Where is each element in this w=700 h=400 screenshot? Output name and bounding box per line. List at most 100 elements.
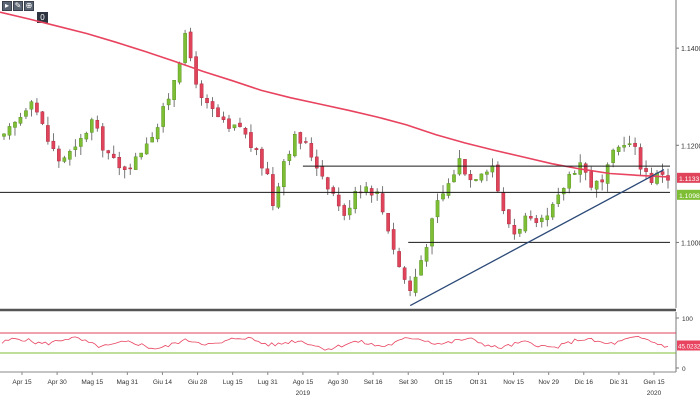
candle-body xyxy=(413,276,418,293)
candle-body xyxy=(84,132,89,140)
cursor-icon[interactable]: ▸ xyxy=(2,1,12,11)
time-tick-label: Giu 14 xyxy=(153,379,173,386)
price-label-box xyxy=(677,172,700,183)
candle-body xyxy=(452,174,456,183)
candle-body xyxy=(194,56,198,85)
candle-body xyxy=(29,101,34,110)
candle-body xyxy=(534,218,539,223)
candle-body xyxy=(265,168,270,175)
candle-body xyxy=(18,117,23,124)
candle-body xyxy=(293,134,297,157)
candle-body xyxy=(589,171,593,188)
candle-body xyxy=(479,173,484,181)
candle-body xyxy=(232,124,237,129)
time-tick-label: Set 16 xyxy=(364,379,383,386)
candle-body xyxy=(638,147,643,170)
candle-body xyxy=(501,192,506,212)
candle-body xyxy=(304,141,308,143)
candle-body xyxy=(7,126,12,136)
time-tick-label: Nov 15 xyxy=(503,379,524,386)
candle-body xyxy=(183,33,187,63)
year-label: 2020 xyxy=(647,390,662,397)
candle-body xyxy=(485,171,489,175)
candle-body xyxy=(556,194,561,205)
candle-body xyxy=(24,110,28,117)
candle-body xyxy=(622,145,626,148)
candle-body xyxy=(254,148,259,151)
candle-body xyxy=(150,137,154,143)
time-tick-label: Gen 15 xyxy=(643,379,665,386)
zoom-icon[interactable]: ⊕ xyxy=(24,1,34,11)
osc-value-text: 45.0232 xyxy=(678,343,700,350)
candle-body xyxy=(227,118,231,129)
candle-body xyxy=(199,83,204,98)
candle-body xyxy=(95,120,100,129)
candle-body xyxy=(90,119,94,133)
candle-body xyxy=(205,98,209,104)
candle-body xyxy=(364,186,368,193)
candle-body xyxy=(2,133,6,137)
candle-body xyxy=(572,173,577,175)
pencil-icon[interactable]: ✎ xyxy=(13,1,23,11)
oscillator-line xyxy=(1,335,669,351)
candle-body xyxy=(627,143,632,145)
candle-body xyxy=(523,215,528,232)
candle-body xyxy=(567,173,572,189)
time-tick-label: Ago 30 xyxy=(328,379,349,386)
candlestick-series xyxy=(2,27,670,297)
candle-body xyxy=(238,122,242,127)
candle-body xyxy=(529,216,533,219)
candle-body xyxy=(380,193,385,213)
candle-body xyxy=(583,163,588,173)
moving-average-line xyxy=(0,11,669,178)
candle-body xyxy=(309,143,314,158)
candle-body xyxy=(369,188,374,196)
candle-body xyxy=(660,171,665,175)
candle-body xyxy=(644,168,648,172)
candle-body xyxy=(161,106,165,127)
price-label-box xyxy=(677,189,700,200)
candle-body xyxy=(144,143,149,155)
drawing-count-badge: 0 xyxy=(37,12,48,23)
time-tick-label: Ago 15 xyxy=(293,379,314,386)
price-tick-label: 1.1200 xyxy=(681,143,700,150)
time-tick-label: Mag 15 xyxy=(81,379,103,386)
moving-average-layer xyxy=(0,11,669,178)
candle-body xyxy=(397,251,401,268)
candle-body xyxy=(325,177,330,190)
candle-body xyxy=(649,172,654,183)
candle-body xyxy=(216,107,220,118)
candle-body xyxy=(111,153,116,158)
price-label-text: 1.1133 xyxy=(679,176,700,183)
candle-body xyxy=(353,191,358,210)
candle-body xyxy=(342,205,347,216)
candle-body xyxy=(666,175,670,181)
candle-body xyxy=(106,150,111,154)
candle-body xyxy=(166,98,171,106)
candle-body xyxy=(46,125,50,142)
oscillator-panel: 100 0 45.0232 xyxy=(0,312,700,373)
candle-body xyxy=(496,164,500,192)
candle-body xyxy=(62,157,67,162)
candle-body xyxy=(550,204,555,218)
candle-body xyxy=(594,180,599,190)
candle-body xyxy=(13,121,17,128)
time-tick-label: Ott 15 xyxy=(434,379,452,386)
candle-body xyxy=(320,166,325,177)
year-label: 2019 xyxy=(296,390,311,397)
candle-body xyxy=(402,267,407,280)
candle-body xyxy=(100,126,105,151)
candle-body xyxy=(133,156,138,170)
candle-body xyxy=(243,128,248,135)
candle-body xyxy=(561,188,566,195)
candle-body xyxy=(271,174,275,206)
candle-body xyxy=(424,247,429,262)
candle-body xyxy=(117,157,122,169)
candle-body xyxy=(122,166,127,170)
time-tick-label: Dic 16 xyxy=(575,379,594,386)
candle-body xyxy=(177,62,182,83)
time-axis: Apr 15 Apr 30 Mag 15 Mag 31 Giu 14 Giu 28 Lug … xyxy=(0,371,676,397)
